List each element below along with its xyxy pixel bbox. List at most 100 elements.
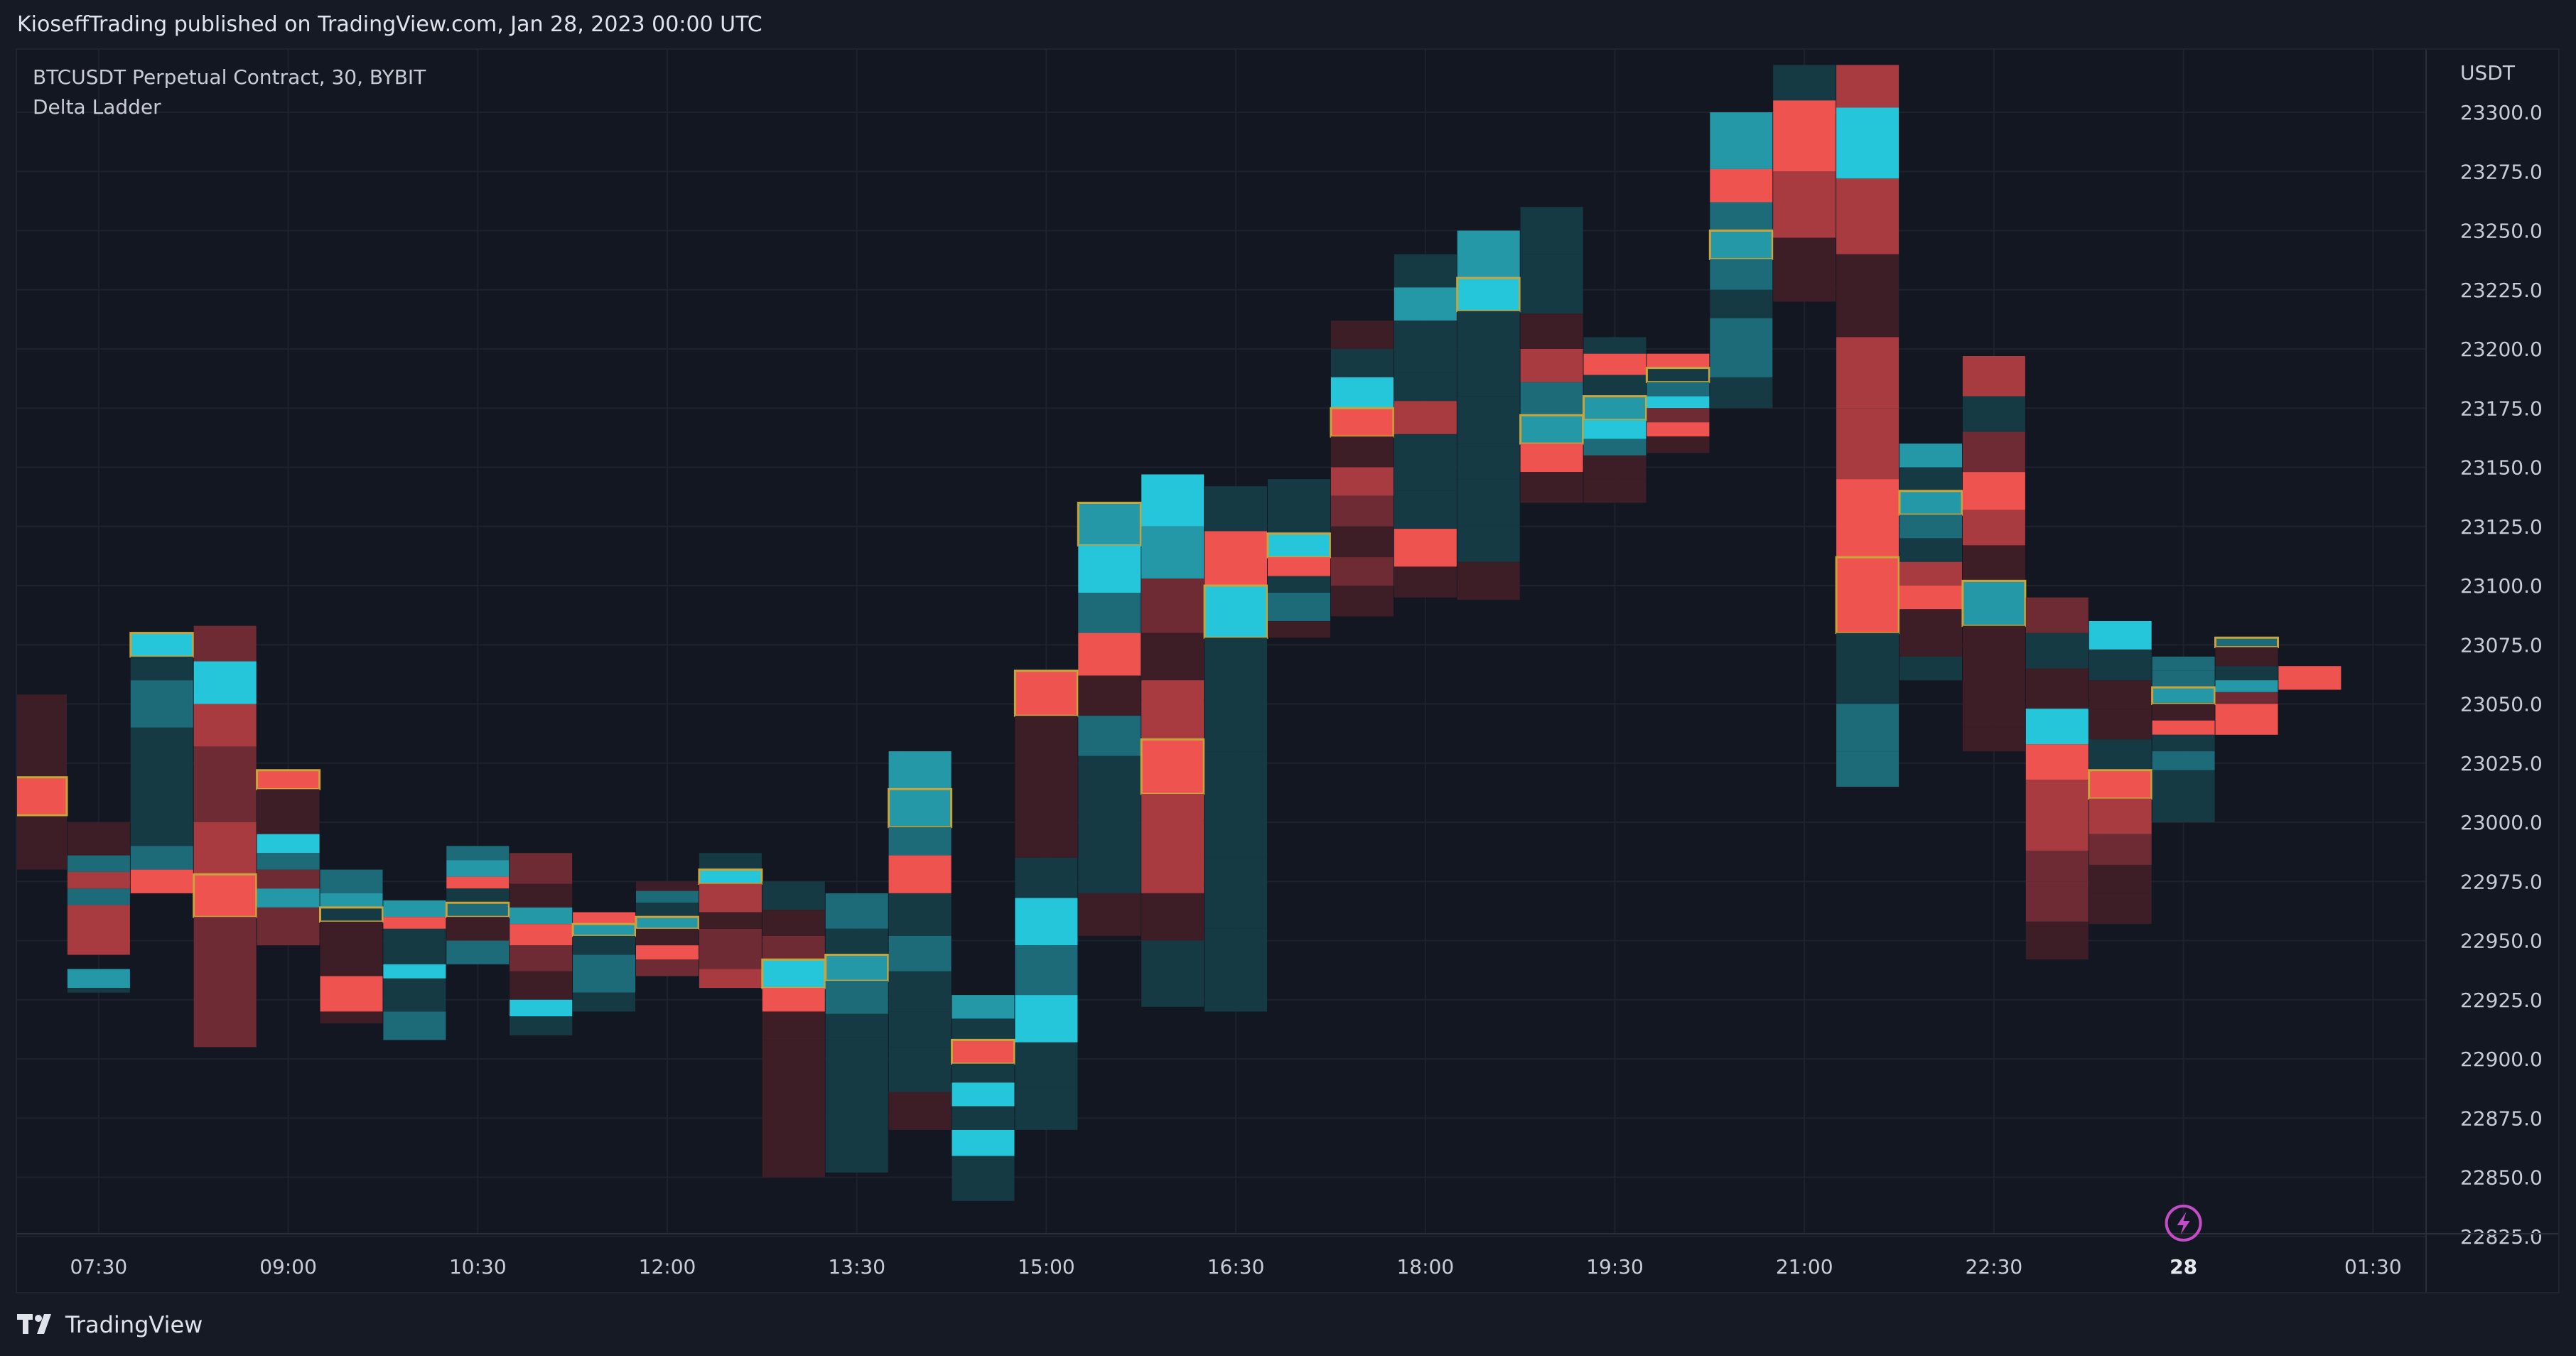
buy-delta-cell: [1015, 995, 1078, 1043]
sell-delta-cell: [762, 988, 825, 1012]
buy-delta-cell: [762, 881, 825, 910]
sell-delta-cell: [1583, 455, 1647, 480]
buy-delta-cell: [888, 935, 952, 972]
bar-14:00: [888, 751, 953, 1130]
bar-13:00: [761, 881, 826, 1178]
sell-delta-cell: [2088, 769, 2153, 800]
buy-delta-cell: [1268, 592, 1330, 621]
symbol-title[interactable]: BTCUSDT Perpetual Contract, 30, BYBIT: [33, 65, 426, 89]
buy-delta-cell: [1205, 637, 1268, 704]
sell-delta-cell: [1836, 337, 1899, 409]
buy-delta-cell: [2152, 770, 2215, 822]
sell-delta-cell: [2025, 921, 2089, 941]
chart-panel[interactable]: 23300.0 23275.0 23250.0 23225.0 23200.0 23175…: [16, 48, 2560, 1293]
buy-delta-cell: [67, 969, 130, 989]
buy-delta-cell: [1015, 898, 1078, 946]
y-tick-label: 23000.0: [2460, 811, 2543, 834]
buy-delta-cell: [446, 940, 510, 964]
buy-delta-cell: [2152, 670, 2215, 688]
buy-delta-cell: [888, 1011, 952, 1048]
sell-delta-cell: [1962, 545, 2025, 581]
alert-lightning-icon[interactable]: [2165, 1205, 2202, 1242]
buy-delta-cell: [1457, 396, 1520, 444]
footer: TradingView: [0, 1293, 2576, 1356]
y-tick-label: 23275.0: [2460, 160, 2543, 183]
bar-09:30: [319, 869, 384, 1024]
sell-delta-cell: [1140, 738, 1205, 795]
delta-ladder-chart[interactable]: 23300.0 23275.0 23250.0 23225.0 23200.0 23175…: [17, 50, 2558, 1292]
bar-07:30: [67, 822, 130, 993]
x-tick-label: 09:00: [259, 1255, 317, 1279]
sell-delta-cell: [1330, 467, 1394, 496]
sell-delta-cell: [446, 917, 510, 941]
y-tick-label: 23150.0: [2460, 456, 2543, 480]
sell-delta-cell: [699, 928, 762, 969]
sell-delta-cell: [2089, 798, 2152, 834]
sell-delta-cell: [67, 905, 130, 955]
bar-22:00: [1898, 443, 1963, 681]
bar-00:30: [2214, 636, 2279, 735]
buy-delta-cell: [825, 981, 888, 1014]
sell-delta-cell: [1457, 561, 1520, 600]
sell-delta-cell: [2089, 893, 2152, 925]
bar-19:30: [1583, 337, 1647, 503]
buy-delta-cell: [1330, 377, 1394, 409]
buy-delta-cell: [1899, 443, 1962, 468]
buy-delta-cell: [383, 1011, 446, 1040]
buy-delta-cell: [1141, 526, 1205, 579]
sell-delta-cell: [17, 776, 68, 817]
buy-delta-cell: [888, 971, 952, 1012]
buy-delta-cell: [698, 868, 763, 886]
buy-delta-cell: [1394, 490, 1457, 529]
sell-delta-cell: [2025, 744, 2089, 780]
sell-delta-cell: [257, 789, 320, 834]
buy-delta-cell: [1330, 349, 1394, 377]
bar-19:00: [1519, 207, 1585, 503]
sell-delta-cell: [1078, 675, 1141, 716]
buy-delta-cell: [130, 727, 193, 846]
buy-delta-cell: [320, 869, 383, 893]
buy-delta-cell: [1456, 276, 1521, 313]
sell-delta-cell: [888, 855, 952, 893]
y-tick-label: 22925.0: [2460, 989, 2543, 1012]
tradingview-logo[interactable]: TradingView: [17, 1311, 203, 1338]
buy-delta-cell: [1583, 438, 1647, 456]
sell-delta-cell: [636, 928, 699, 946]
sell-delta-cell: [2215, 692, 2278, 704]
buy-delta-cell: [1205, 857, 1268, 929]
bar-10:30: [445, 846, 510, 964]
buy-delta-cell: [67, 855, 130, 872]
bar-10:00: [383, 900, 446, 1040]
x-tick-label: 07:30: [70, 1255, 128, 1279]
sell-delta-cell: [2215, 647, 2278, 667]
tradingview-brand: TradingView: [65, 1311, 203, 1338]
sell-delta-cell: [193, 625, 257, 662]
buy-delta-cell: [1457, 526, 1520, 562]
buy-delta-cell: [2089, 620, 2152, 650]
indicator-title[interactable]: Delta Ladder: [33, 95, 161, 119]
buy-delta-cell: [67, 888, 130, 905]
buy-delta-cell: [888, 787, 953, 829]
bar-07:00: [17, 694, 68, 870]
sell-delta-cell: [1520, 472, 1583, 503]
buy-delta-cell: [1394, 372, 1457, 402]
bar-21:30: [1835, 65, 1900, 787]
buy-delta-cell: [1583, 419, 1647, 439]
sell-delta-cell: [1836, 408, 1899, 480]
buy-delta-cell: [888, 827, 952, 856]
publish-header: KioseffTrading published on TradingView.…: [0, 0, 2576, 48]
sell-delta-cell: [1710, 168, 1773, 203]
sell-delta-cell: [2215, 704, 2278, 735]
buy-delta-cell: [510, 1016, 573, 1035]
buy-delta-cell: [1836, 107, 1899, 179]
sell-delta-cell: [2089, 864, 2152, 893]
chart-legend[interactable]: BTCUSDT Perpetual Contract, 30, BYBIT De…: [33, 63, 426, 122]
buy-delta-cell: [1078, 822, 1141, 893]
bar-08:00: [129, 632, 195, 893]
sell-delta-cell: [1013, 669, 1079, 717]
sell-delta-cell: [1773, 100, 1836, 172]
buy-delta-cell: [1710, 289, 1773, 318]
buy-delta-cell: [1645, 367, 1710, 384]
buy-delta-cell: [320, 893, 383, 908]
buy-delta-cell: [383, 900, 446, 918]
